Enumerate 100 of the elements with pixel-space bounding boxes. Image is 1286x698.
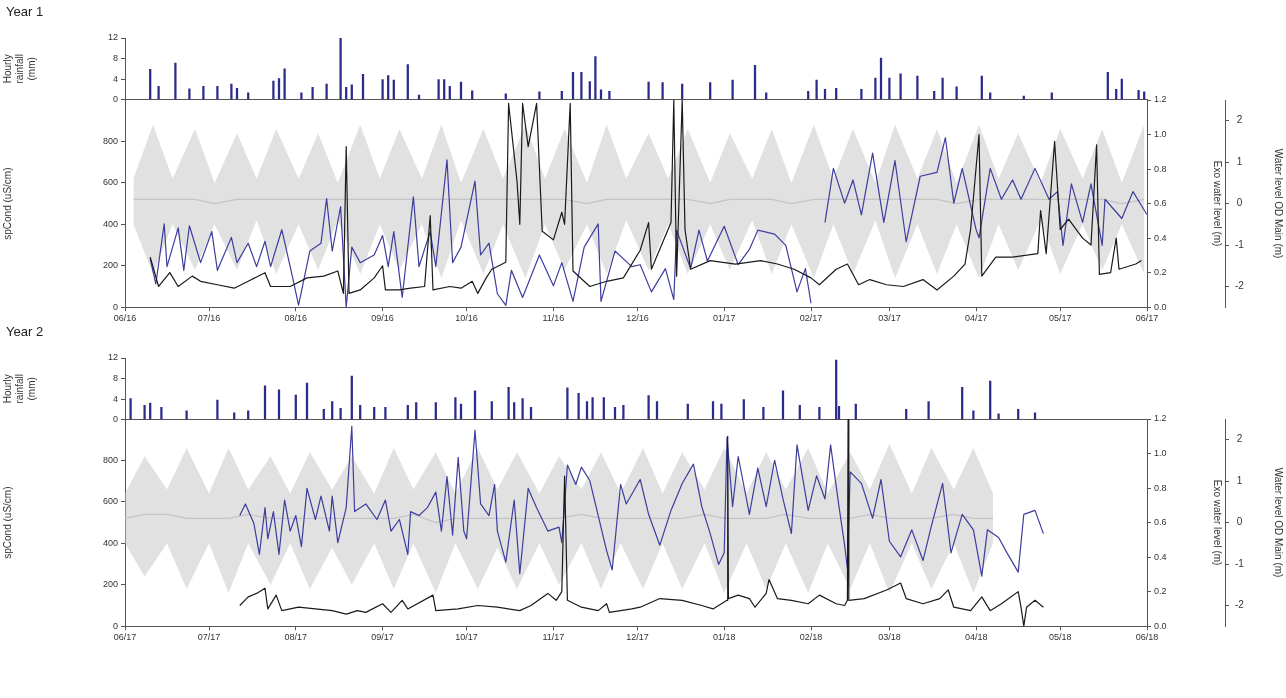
bar (566, 387, 569, 420)
bar (174, 62, 177, 100)
y2-tick-label: 0.6 (1154, 517, 1167, 528)
x-tick-label: 11/17 (542, 632, 565, 643)
x-tick-label: 03/18 (878, 632, 901, 643)
bar (661, 82, 664, 100)
y-tick-label: 0 (112, 413, 118, 424)
y3-axis-title: Water level OD Main (m) (1273, 467, 1285, 578)
x-tick-label: 07/16 (197, 312, 221, 323)
bar (860, 89, 863, 100)
y3-tick-label: -1 (1234, 238, 1245, 250)
bar (325, 83, 328, 100)
x-tick-label: 01/18 (712, 632, 736, 643)
x-tick-label: 06/17 (1135, 312, 1159, 323)
y2-tick-label: 1.2 (1154, 94, 1167, 105)
y-tick-label: 8 (112, 372, 118, 383)
y2-tick-label: 1.2 (1154, 413, 1167, 424)
x-tick-label: 08/16 (284, 312, 308, 323)
bar (997, 413, 1000, 420)
bar (437, 79, 440, 100)
y-tick-label: 600 (102, 176, 118, 187)
x-tick-label: 12/16 (626, 312, 649, 323)
y-tick-label: 400 (102, 218, 118, 229)
y-tick-label: 12 (107, 352, 118, 363)
bar (720, 403, 723, 420)
bar (815, 79, 818, 100)
y2-tick-label: 0.4 (1154, 232, 1167, 243)
y-axis-title: spCond (uS/cm) (1, 486, 13, 559)
bar (899, 73, 902, 100)
x-tick-label: 09/16 (371, 312, 394, 323)
y3-tick-label: 1 (1236, 475, 1243, 487)
x-tick-label: 06/16 (113, 312, 137, 323)
x-tick-label: 04/18 (964, 632, 988, 643)
bar (384, 406, 387, 420)
bar (731, 79, 734, 100)
x-tick-label: 03/17 (878, 312, 901, 323)
bar (608, 91, 611, 100)
bar (188, 88, 191, 100)
y2-tick-label: 0.2 (1154, 266, 1167, 277)
bar (762, 406, 765, 420)
y2-tick-label: 0.0 (1154, 620, 1167, 631)
x-tick-label: 05/17 (1048, 312, 1072, 323)
bar (941, 77, 944, 100)
bar (160, 406, 163, 420)
y2-tick-label: 0.6 (1154, 197, 1167, 208)
bar (874, 77, 877, 100)
y-axis-title: Hourly rainfall (mm) (1, 373, 37, 404)
x-tick-label: 07/17 (197, 632, 221, 643)
y-tick-label: 4 (112, 73, 118, 84)
x-tick-label: 01/17 (712, 312, 736, 323)
y2-tick-label: 1.0 (1154, 128, 1167, 139)
x-tick-label: 02/18 (799, 632, 823, 643)
chart-title: Year 2 (6, 323, 44, 339)
bar (300, 92, 303, 100)
y2-tick-label: 0.8 (1154, 482, 1167, 493)
bar (311, 86, 314, 100)
x-tick-label: 08/17 (284, 632, 308, 643)
bar (888, 77, 891, 100)
bar (972, 410, 975, 420)
y3-tick-label: 0 (1236, 516, 1243, 528)
bar (818, 406, 821, 420)
bar (339, 38, 342, 100)
bar (647, 394, 650, 420)
chart-title: Year 1 (6, 4, 44, 20)
bar (272, 80, 275, 100)
y-tick-label: 200 (102, 579, 118, 590)
x-tick-label: 05/18 (1048, 632, 1072, 643)
x-tick-label: 12/17 (626, 632, 649, 643)
y-tick-label: 400 (102, 537, 118, 548)
y2-axis-title: Exo water level (m) (1212, 160, 1224, 246)
y3-tick-label: -2 (1234, 279, 1245, 291)
y3-tick-label: -2 (1234, 599, 1245, 611)
y-tick-label: 0 (112, 301, 118, 312)
bar (622, 404, 625, 420)
bar (927, 400, 930, 420)
y2-tick-label: 0.4 (1154, 551, 1167, 562)
bar (339, 407, 342, 420)
y-tick-label: 8 (112, 53, 118, 64)
x-tick-label: 06/18 (1135, 632, 1159, 643)
x-tick-label: 10/16 (455, 312, 478, 323)
bar (538, 91, 541, 100)
y3-tick-label: 2 (1236, 114, 1243, 126)
bar (230, 83, 233, 100)
bar (521, 397, 524, 420)
bar (955, 86, 958, 100)
bar (157, 85, 160, 100)
y-tick-label: 0 (112, 620, 118, 631)
y-tick-label: 4 (112, 393, 118, 404)
bar (454, 396, 457, 420)
y-tick-label: 800 (102, 455, 118, 466)
y-axis-title: Hourly rainfall (mm) (1, 54, 37, 84)
y-tick-label: 12 (107, 32, 118, 43)
bar (591, 396, 594, 420)
x-tick-label: 11/16 (542, 312, 565, 323)
y3-tick-label: 0 (1236, 196, 1243, 208)
bar (202, 85, 205, 100)
y-tick-label: 600 (102, 496, 118, 507)
bar (580, 72, 583, 100)
y2-axis-title: Exo water level (m) (1212, 480, 1224, 566)
y3-axis-title: Water level OD Main (m) (1273, 148, 1285, 259)
